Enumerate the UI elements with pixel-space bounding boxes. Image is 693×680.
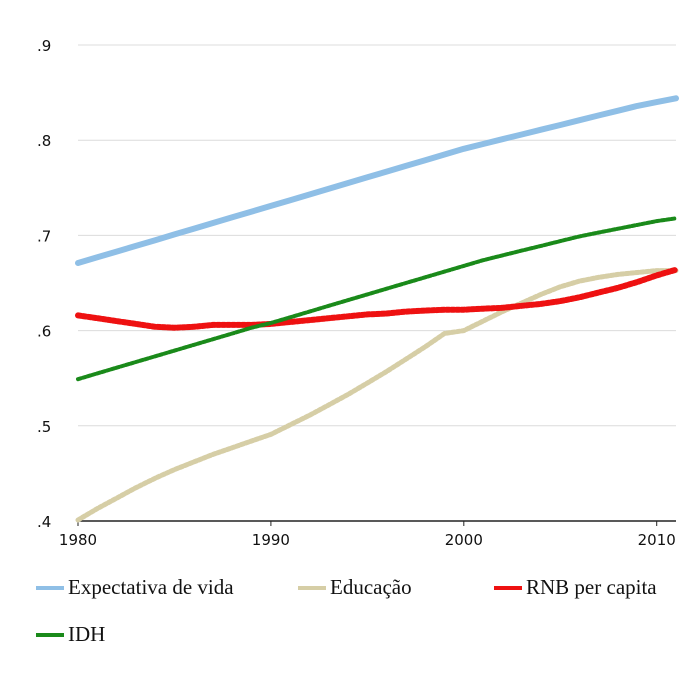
legend-swatch-educacao	[298, 585, 326, 590]
x-tick-label: 2000	[445, 531, 483, 549]
legend-item-rnb: RNB per capita	[494, 575, 657, 600]
y-tick-label: .5	[37, 418, 51, 436]
legend-label-expectativa: Expectativa de vida	[68, 575, 234, 599]
legend-swatch-rnb	[494, 585, 522, 590]
series-line-rnb-per-capita	[75, 266, 679, 331]
y-tick-label: .8	[37, 132, 51, 150]
y-tick-label: .4	[37, 513, 51, 531]
legend-label-rnb: RNB per capita	[526, 575, 657, 599]
legend-item-idh: IDH	[36, 622, 105, 647]
y-tick-label: .6	[37, 323, 51, 341]
x-tick-label: 2010	[638, 531, 676, 549]
y-tick-label: .7	[37, 227, 51, 245]
legend-swatch-idh	[36, 632, 64, 637]
series-line-educacao	[75, 268, 679, 523]
legend-item-expectativa: Expectativa de vida	[36, 575, 234, 600]
legend-label-educacao: Educação	[330, 575, 412, 599]
y-tick-label: .9	[37, 37, 51, 55]
x-tick-label: 1980	[59, 531, 97, 549]
series-layer	[75, 95, 679, 523]
legend-item-educacao: Educação	[298, 575, 412, 600]
legend-label-idh: IDH	[68, 622, 106, 646]
series-line-expectativa-de-vida	[75, 95, 679, 266]
x-tick-label: 1990	[252, 531, 290, 549]
line-chart: .4 .5 .6 .7 .8 .9 1980 1990 2000 2010	[37, 37, 679, 549]
axes: .4 .5 .6 .7 .8 .9 1980 1990 2000 2010	[37, 37, 676, 549]
series-line-idh	[76, 216, 678, 382]
legend-swatch-expectativa	[36, 585, 64, 590]
